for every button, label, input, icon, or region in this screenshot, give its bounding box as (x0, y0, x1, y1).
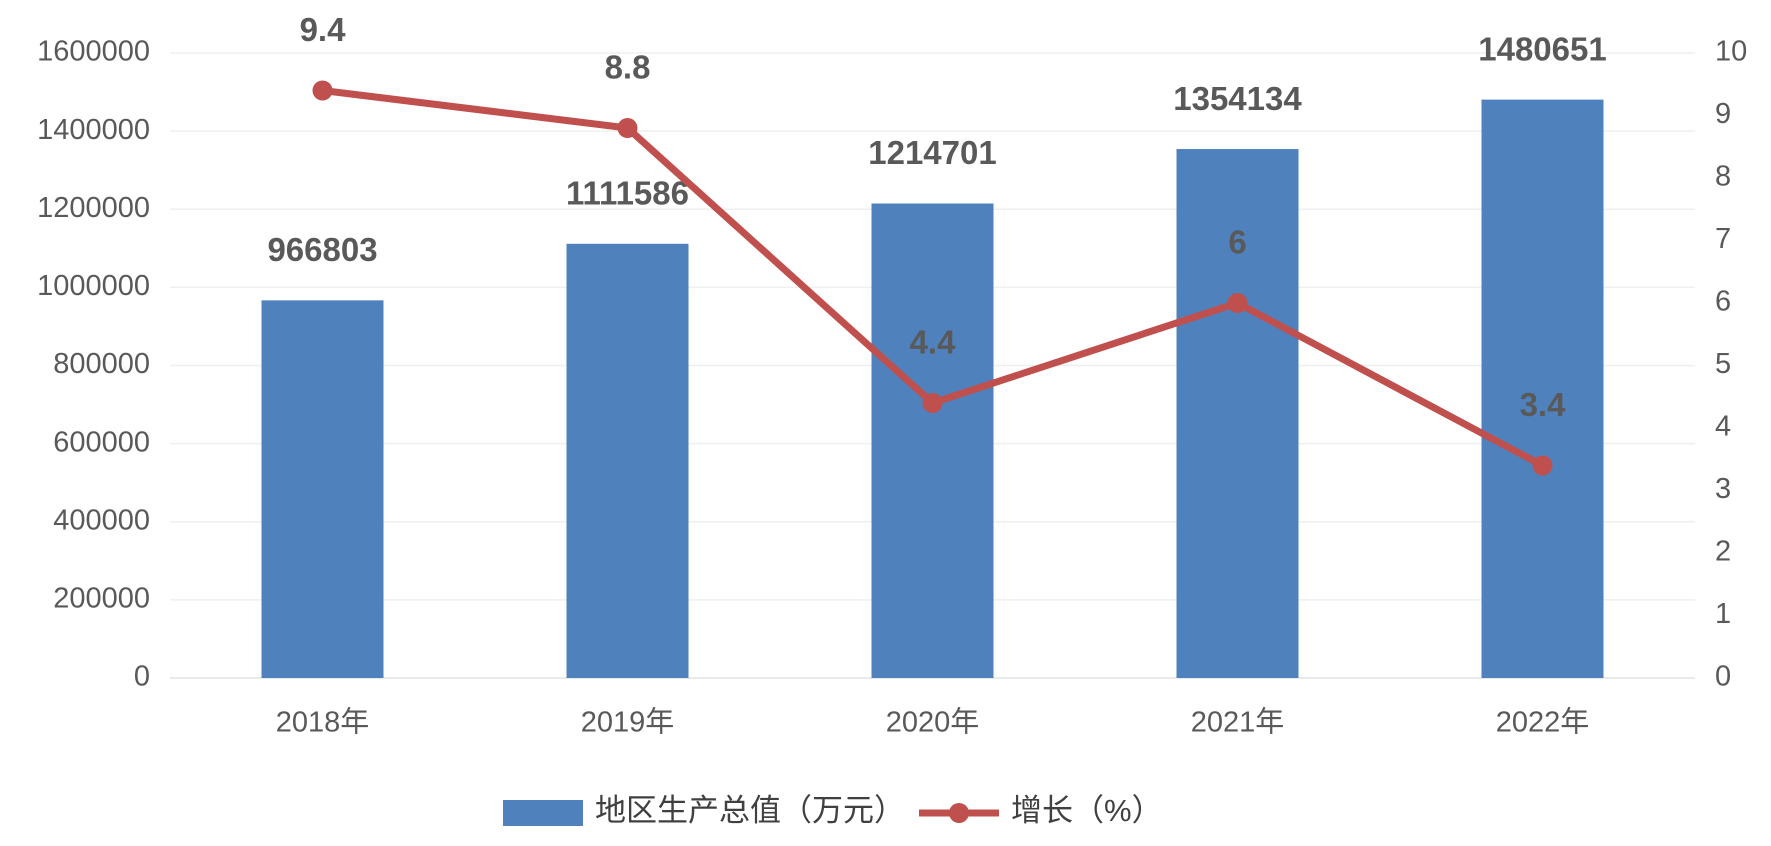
y-tick-label: 1000000 (37, 270, 150, 302)
bar-value-label: 1354134 (1173, 80, 1302, 117)
y2-tick-label: 4 (1715, 411, 1731, 443)
line-value-label: 3.4 (1520, 386, 1567, 423)
y2-tick-label: 0 (1715, 661, 1731, 693)
x-tick-label: 2021年 (1191, 706, 1285, 739)
bar-value-label: 1480651 (1478, 30, 1606, 67)
x-tick-label: 2020年 (886, 706, 980, 739)
bar-value-label: 966803 (267, 231, 377, 268)
bar-value-label: 1111586 (566, 175, 689, 212)
line-point (617, 118, 638, 138)
bar (1176, 149, 1299, 679)
line-value-label: 8.8 (605, 49, 651, 86)
bar (261, 300, 384, 678)
bar (566, 243, 689, 678)
line-point (1532, 455, 1553, 476)
y-tick-label: 800000 (53, 348, 150, 380)
y-tick-label: 600000 (53, 426, 150, 458)
y2-tick-label: 2 (1715, 536, 1731, 568)
bar-value-label: 1214701 (868, 134, 996, 171)
y-tick-label: 1400000 (37, 114, 150, 146)
y2-tick-label: 9 (1715, 98, 1731, 130)
y-tick-label: 1600000 (37, 36, 150, 68)
line-point (1227, 293, 1248, 313)
y-tick-label: 0 (134, 661, 150, 693)
y2-tick-label: 3 (1715, 473, 1731, 505)
line-value-label: 4.4 (910, 324, 957, 361)
y2-tick-label: 6 (1715, 286, 1731, 318)
legend-label: 增长（%） (1011, 793, 1163, 828)
line-value-label: 9.4 (300, 11, 347, 48)
bar (1481, 99, 1604, 678)
y2-tick-label: 5 (1715, 348, 1731, 380)
legend-swatch-marker (949, 803, 969, 823)
y2-tick-label: 10 (1715, 36, 1747, 68)
x-tick-label: 2018年 (276, 706, 370, 739)
bar (871, 203, 994, 678)
line-point (312, 80, 333, 101)
y2-tick-label: 1 (1715, 598, 1731, 630)
line-value-label: 6 (1228, 224, 1246, 261)
y2-tick-label: 8 (1715, 161, 1731, 193)
x-tick-label: 2019年 (581, 706, 675, 739)
y-tick-label: 1200000 (37, 192, 150, 224)
legend-label: 地区生产总值（万元） (595, 793, 905, 828)
x-tick-label: 2022年 (1496, 706, 1590, 739)
y-tick-label: 200000 (53, 583, 150, 615)
line-point (922, 393, 943, 413)
y2-tick-label: 7 (1715, 223, 1731, 255)
legend-swatch (503, 800, 583, 826)
y-tick-label: 400000 (53, 504, 150, 536)
